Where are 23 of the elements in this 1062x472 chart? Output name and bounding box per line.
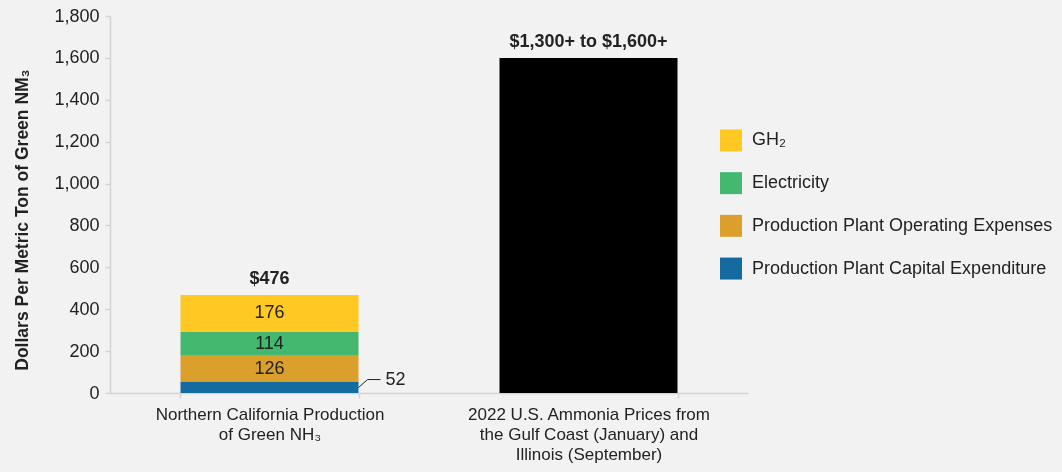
legend-label: GH₂ <box>752 129 786 150</box>
legend-label: Electricity <box>752 172 830 193</box>
data-label: 126 <box>254 357 285 378</box>
data-label: 176 <box>254 302 285 323</box>
y-tick-label: 0 <box>89 382 100 403</box>
annotation: $1,300+ to $1,600+ <box>509 30 668 51</box>
y-tick-label: 400 <box>69 298 100 319</box>
data-label: 114 <box>255 332 284 353</box>
y-tick-label: 1,400 <box>54 89 100 110</box>
y-tick-label: 1,600 <box>54 47 100 68</box>
y-tick-label: 800 <box>69 214 100 235</box>
legend-label: Production Plant Capital Expenditure <box>752 257 1047 278</box>
y-tick-label: 1,200 <box>54 131 100 152</box>
legend-label: Production Plant Operating Expenses <box>752 214 1053 235</box>
data-label: 52 <box>385 368 406 389</box>
y-tick-label: 600 <box>69 256 100 277</box>
x-tick-label: 2022 U.S. Ammonia Prices from the Gulf Coast (January) and Illinois (September) <box>468 404 710 464</box>
y-tick-label: 1,000 <box>54 173 100 194</box>
y-tick-label: 200 <box>69 340 100 361</box>
x-tick-label: Northern California Production of Green NH₃ <box>155 404 385 444</box>
annotation: $476 <box>249 267 290 288</box>
y-tick-label: 1,800 <box>54 5 100 26</box>
y-axis-title: Dollars Per Metric Ton of Green NM₃ <box>11 69 32 371</box>
